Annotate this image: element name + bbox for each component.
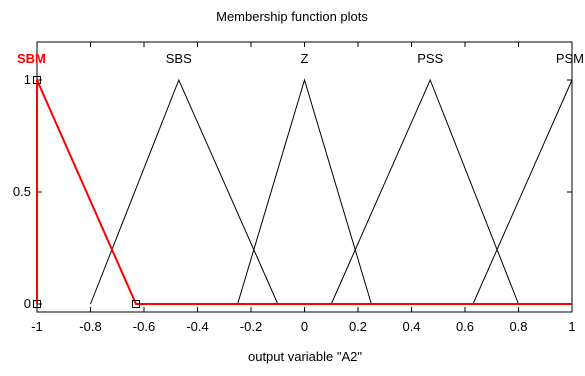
x-tick-label: 0.8 bbox=[509, 319, 527, 334]
y-tick-label: 1 bbox=[24, 72, 31, 87]
mf-curve-z[interactable] bbox=[238, 80, 372, 304]
x-axis-label: output variable "A2" bbox=[248, 349, 362, 364]
x-tick-label: -1 bbox=[31, 319, 43, 334]
chart-title: Membership function plots bbox=[216, 9, 368, 24]
x-tick-label: 1 bbox=[568, 319, 575, 334]
x-tick-label: -0.2 bbox=[240, 319, 262, 334]
mf-label-psm[interactable]: PSM bbox=[556, 51, 584, 66]
mf-curve-psm[interactable] bbox=[473, 80, 572, 304]
mf-label-sbs[interactable]: SBS bbox=[166, 51, 192, 66]
x-tick-label: 0.2 bbox=[349, 319, 367, 334]
y-tick-label: 0 bbox=[24, 296, 31, 311]
x-tick-label: 0.4 bbox=[402, 319, 420, 334]
mf-label-pss[interactable]: PSS bbox=[417, 51, 443, 66]
mf-curve-pss[interactable] bbox=[331, 80, 518, 304]
mf-label-sbm[interactable]: SBM bbox=[17, 51, 46, 66]
y-tick-label: 0.5 bbox=[13, 184, 31, 199]
x-tick-label: -0.8 bbox=[79, 319, 101, 334]
x-tick-label: 0 bbox=[301, 319, 308, 334]
x-tick-label: -0.4 bbox=[186, 319, 208, 334]
plot-frame bbox=[37, 42, 572, 312]
mf-label-z[interactable]: Z bbox=[301, 51, 309, 66]
x-tick-label: 0.6 bbox=[456, 319, 474, 334]
mf-curve-sbm[interactable] bbox=[37, 80, 572, 304]
mf-curve-sbs[interactable] bbox=[91, 80, 278, 304]
x-tick-label: -0.6 bbox=[133, 319, 155, 334]
